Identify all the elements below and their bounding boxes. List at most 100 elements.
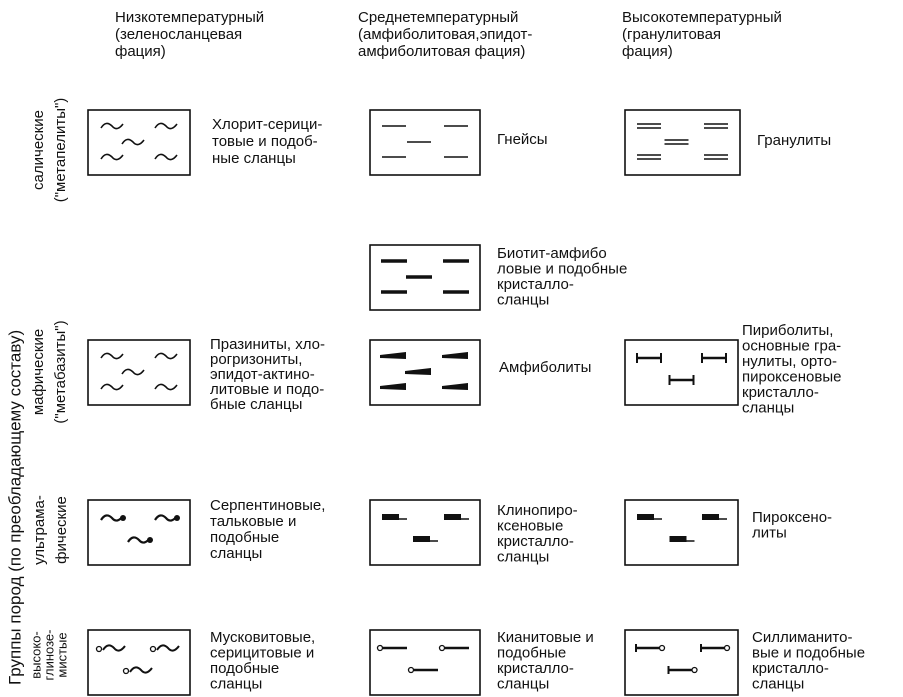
column-header: фация) [115, 43, 166, 60]
symbol [413, 536, 430, 542]
rock-box [369, 109, 481, 176]
rock-name: литы [752, 524, 787, 541]
rock-name: Силлиманито- [752, 629, 852, 646]
rock-name: кристалло- [752, 660, 829, 677]
rock-box [624, 499, 739, 566]
rock-name: литовые и подо- [210, 381, 324, 398]
symbol [154, 383, 178, 391]
row-label: фические [53, 496, 70, 564]
symbol [174, 515, 180, 521]
rock-name: Биотит-амфибо [497, 245, 607, 262]
symbol [121, 138, 145, 146]
symbol [407, 666, 415, 674]
symbol [154, 153, 178, 161]
side-title: Группы пород (по преобладающему составу) [5, 330, 24, 685]
rock-box [87, 629, 191, 696]
rock-name: пироксеновые [742, 368, 841, 385]
row-label: ("метабазиты") [52, 320, 69, 423]
rock-name: подобные [210, 529, 279, 546]
rock-box [624, 339, 739, 406]
symbol [100, 383, 124, 391]
symbol [100, 514, 124, 522]
rock-name: Амфиболиты [499, 359, 591, 376]
rock-name: ловые и подобные [497, 260, 627, 277]
rock-name: кристалло- [497, 660, 574, 677]
rock-box [624, 629, 739, 696]
rock-box [369, 244, 481, 311]
rock-name: Кианитовые и [497, 629, 594, 646]
column-header: (амфиболитовая,эпидот- [358, 26, 532, 43]
rock-symbol [381, 259, 469, 294]
rock-name: Клинопиро- [497, 502, 578, 519]
symbol [405, 368, 431, 375]
rock-symbol [380, 352, 468, 390]
rock-name: бные сланцы [210, 396, 302, 413]
symbol [382, 514, 399, 520]
column-header: фация) [622, 43, 673, 60]
rock-name: рогризониты, [210, 351, 302, 368]
rock-name: подобные [210, 660, 279, 677]
rock-symbol [636, 353, 727, 385]
rock-name: сланцы [742, 399, 794, 416]
symbol [438, 644, 446, 652]
symbol [102, 644, 126, 652]
rock-name: Мусковитовые, [210, 629, 315, 646]
column-header: (гранулитовая [622, 26, 721, 43]
symbol [444, 514, 461, 520]
rock-name: ксеновые [497, 517, 563, 534]
rock-symbol [637, 123, 728, 160]
row-label: мафические [30, 329, 47, 415]
rock-name: Пириболиты, [742, 322, 833, 339]
symbol [149, 645, 157, 653]
symbol [702, 514, 719, 520]
symbol [120, 515, 126, 521]
symbol [121, 368, 145, 376]
symbol [380, 352, 406, 359]
rock-name: вые и подобные [752, 644, 865, 661]
rock-symbol [95, 644, 180, 675]
column-header: Низкотемпературный [115, 9, 264, 26]
rock-name: сланцы [497, 675, 549, 692]
rock-name: подобные [497, 644, 566, 661]
symbol [156, 644, 180, 652]
symbol [691, 666, 698, 674]
symbol [129, 666, 153, 674]
symbol [658, 644, 666, 652]
rock-name: Гранулиты [757, 132, 831, 149]
rock-name: нулиты, орто- [742, 353, 837, 370]
symbol [147, 537, 153, 543]
symbol [669, 536, 687, 542]
rock-box [369, 339, 481, 406]
rock-name: кристалло- [742, 384, 819, 401]
rock-name: сланцы [497, 548, 549, 565]
rock-symbol [635, 644, 731, 674]
column-header: Среднетемпературный [358, 9, 518, 26]
rock-name: Хлорит-серици- [212, 116, 322, 133]
rock-name: основные гра- [742, 337, 841, 354]
row-label: ("метапелиты") [52, 98, 69, 203]
rock-symbol [100, 122, 178, 161]
symbol [637, 514, 654, 520]
rock-name: товые и подоб- [212, 133, 318, 150]
rock-box [624, 109, 741, 176]
rock-name: Пироксено- [752, 509, 832, 526]
rock-name: Празиниты, хло- [210, 336, 325, 353]
rock-name: сланцы [752, 675, 804, 692]
rock-symbol [637, 514, 727, 542]
rock-name: сланцы [497, 291, 549, 308]
rock-name: кристалло- [497, 276, 574, 293]
symbol [122, 667, 130, 675]
rock-box [369, 499, 481, 566]
symbol [442, 352, 468, 359]
symbol [127, 536, 151, 544]
rock-name: Серпентиновые, [210, 497, 325, 514]
rock-box [87, 339, 191, 406]
rock-name: эпидот-актино- [210, 366, 315, 383]
row-label: ультрама- [31, 495, 48, 565]
rock-name: сланцы [210, 545, 262, 562]
symbol [376, 644, 384, 652]
row-label: мистые [54, 632, 69, 677]
rock-box [87, 499, 191, 566]
column-header: (зеленосланцевая [115, 26, 242, 43]
rock-symbol [100, 352, 178, 391]
